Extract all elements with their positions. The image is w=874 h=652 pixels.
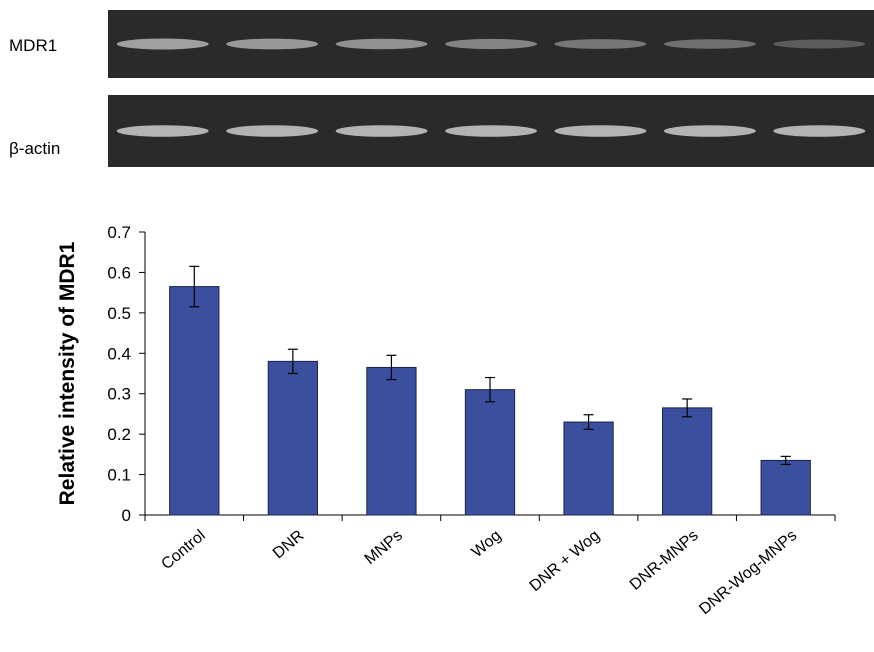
blot-band-mdr1 [226, 38, 319, 50]
x-tick-label: Control [158, 527, 208, 573]
bar [169, 286, 220, 516]
bar [662, 407, 713, 516]
blot-band-mdr1 [116, 38, 209, 50]
y-tick-label: 0.7 [107, 223, 131, 242]
blot-band-beta-actin [663, 125, 756, 137]
y-tick-label: 0.1 [107, 466, 131, 485]
bar [267, 360, 319, 516]
blot-band-mdr1 [554, 39, 647, 49]
y-tick-label: 0.3 [107, 385, 131, 404]
x-tick-label: DNR-Wog-MNPs [696, 527, 800, 618]
bar-chart: Relative intensity of MDR1 0 0.1 0.2 0.3 0.4 0… [56, 223, 836, 618]
blot-band-beta-actin [116, 125, 209, 137]
blot-band-mdr1 [663, 39, 756, 49]
bar [760, 459, 811, 516]
blot-band-beta-actin [335, 125, 428, 137]
bar [464, 389, 516, 516]
x-tick-label: MNPs [362, 527, 406, 568]
blot-band-beta-actin [554, 125, 647, 137]
x-tick-label: Wog [469, 527, 505, 561]
blot-band-mdr1 [335, 38, 428, 50]
blot-row-label-mdr1: MDR1 [9, 36, 58, 55]
blot-band-beta-actin [445, 125, 537, 137]
x-tick-label: DNR-MNPs [627, 527, 702, 594]
blot-band-beta-actin [773, 125, 866, 137]
bar [563, 421, 614, 516]
y-tick-label: 0.6 [107, 263, 131, 282]
y-tick-label: 0 [122, 506, 131, 525]
y-tick-label: 0.2 [107, 425, 131, 444]
x-tick-label: DNR + Wog [527, 527, 603, 595]
western-blot [108, 10, 874, 167]
blot-band-mdr1 [445, 38, 537, 50]
blot-row-label-beta-actin: β-actin [9, 139, 61, 158]
y-tick-label: 0.5 [107, 304, 131, 323]
x-tick-label: DNR [270, 527, 307, 562]
y-axis-label: Relative intensity of MDR1 [56, 241, 79, 505]
y-tick-label: 0.4 [107, 344, 131, 363]
blot-band-beta-actin [226, 125, 319, 137]
blot-band-mdr1 [773, 39, 866, 49]
bar [366, 366, 417, 516]
